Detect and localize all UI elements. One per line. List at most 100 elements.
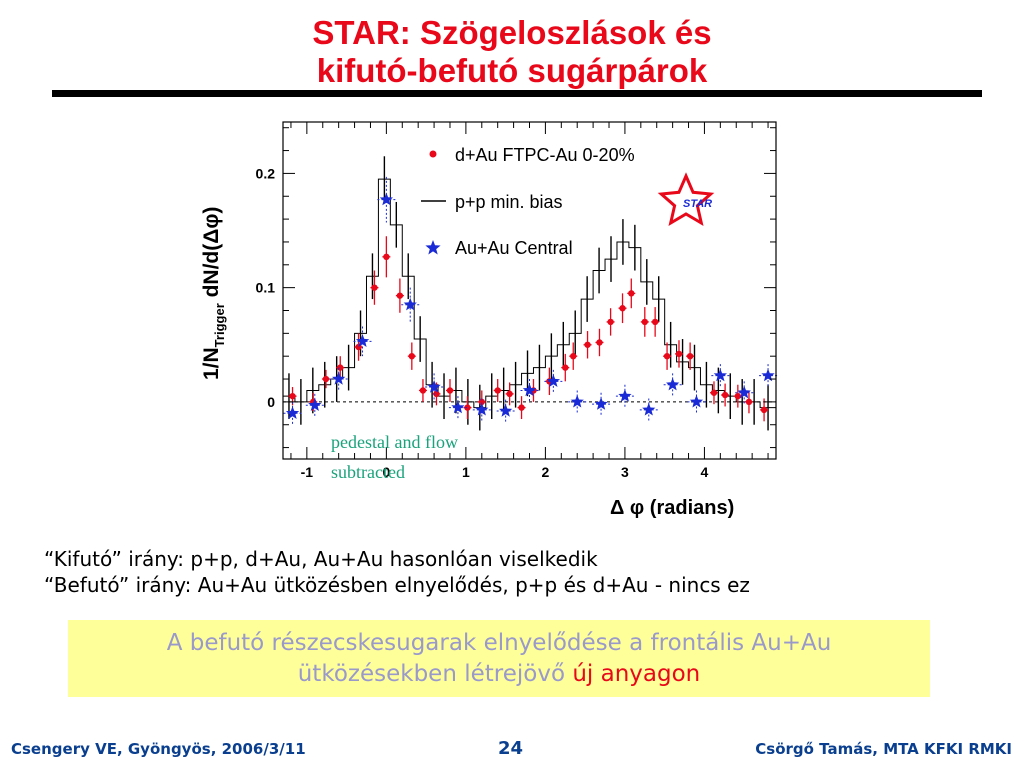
dau-point bbox=[745, 398, 753, 406]
auau-point bbox=[499, 404, 513, 417]
legend-label: p+p min. bias bbox=[455, 192, 563, 212]
auau-point bbox=[379, 192, 393, 206]
dau-point bbox=[464, 404, 471, 411]
title-divider bbox=[52, 90, 982, 97]
auau-point bbox=[427, 380, 441, 393]
dau-point bbox=[607, 318, 614, 326]
auau-point bbox=[403, 297, 417, 311]
dau-point bbox=[570, 352, 577, 360]
annotation-line-2: subtracted bbox=[331, 462, 405, 482]
dau-point bbox=[371, 284, 378, 291]
dau-point bbox=[396, 292, 404, 299]
dau-point bbox=[584, 341, 591, 348]
auau-point bbox=[332, 372, 346, 385]
bullet-item: “Befutó” irány: Au+Au ütközésben elnyelő… bbox=[44, 573, 750, 597]
auau-point bbox=[737, 385, 751, 399]
dau-point bbox=[562, 364, 569, 371]
y-axis-label-rest: dN/d(Δφ) bbox=[200, 207, 223, 304]
y-axis-label-main: 1/N bbox=[200, 347, 223, 380]
dau-point bbox=[506, 390, 513, 398]
x-tick-label: 1 bbox=[462, 464, 470, 480]
frame-layer bbox=[282, 121, 777, 460]
dau-point bbox=[760, 406, 768, 414]
ticks-layer bbox=[283, 122, 776, 459]
dau-point bbox=[518, 404, 525, 411]
slide-title: STAR: Szögeloszlások és kifutó-befutó su… bbox=[0, 14, 1024, 90]
x-tick-label: 4 bbox=[701, 464, 709, 480]
y-tick-label: 0.2 bbox=[256, 165, 276, 181]
highlight-box: A befutó részecskesugarak elnyelődése a … bbox=[68, 620, 930, 697]
title-line-2: kifutó-befutó sugárpárok bbox=[316, 52, 708, 89]
bullet-list: “Kifutó” irány: p+p, d+Au, Au+Au hasonló… bbox=[44, 546, 750, 598]
box-line-2: ütközésekben létrejövő új anyagon bbox=[68, 659, 930, 690]
plot-frame bbox=[282, 121, 777, 460]
x-tick-label: 0 bbox=[382, 464, 390, 480]
correlation-chart: 0 0.1 0.2 -1 0 1 2 3 4 Δ φ (radians) 1/N… bbox=[200, 121, 778, 519]
auau-point bbox=[522, 383, 537, 397]
dau-point bbox=[651, 318, 659, 326]
auau-point bbox=[689, 394, 704, 408]
auau-point bbox=[570, 394, 584, 408]
page-number: 24 bbox=[498, 738, 524, 759]
dau-point bbox=[641, 318, 648, 326]
legend-marker-dot bbox=[429, 150, 437, 158]
dau-point bbox=[710, 389, 718, 396]
auau-point bbox=[642, 402, 656, 416]
dau-point bbox=[408, 352, 416, 360]
dau-point bbox=[322, 375, 330, 383]
dau-point bbox=[596, 339, 603, 346]
y-axis-label-sub: Trigger bbox=[212, 303, 227, 347]
auau-point bbox=[475, 402, 489, 416]
x-tick-label: -1 bbox=[301, 464, 314, 480]
dau-point bbox=[289, 392, 296, 400]
star-logo bbox=[657, 172, 715, 227]
bullet-item: “Kifutó” irány: p+p, d+Au, Au+Au hasonló… bbox=[44, 547, 598, 571]
footer-right: Csörgő Tamás, MTA KFKI RMKI bbox=[755, 740, 1012, 758]
dau-point bbox=[663, 352, 671, 360]
legend: d+Au FTPC-Au 0-20% p+p min. bias Au+Au C… bbox=[421, 145, 635, 258]
auau-point bbox=[713, 368, 727, 382]
dau-point bbox=[619, 305, 626, 312]
dau-point bbox=[734, 392, 742, 400]
dau-point bbox=[383, 253, 390, 260]
y-axis-label: 1/NTrigger dN/d(Δφ) bbox=[200, 207, 227, 380]
box-line-2-text: ütközésekben létrejövő bbox=[297, 661, 573, 687]
auau-point bbox=[594, 397, 608, 410]
auau-point bbox=[451, 400, 465, 414]
footer-left: Csengery VE, Gyöngyös, 2006/3/11 bbox=[11, 740, 306, 758]
annotation-line-1: pedestal and flow bbox=[331, 432, 458, 452]
dau-point bbox=[419, 387, 427, 394]
dau-point bbox=[494, 387, 501, 394]
auau-point bbox=[761, 368, 775, 382]
star-logo-text: STAR bbox=[683, 198, 712, 210]
legend-label: d+Au FTPC-Au 0-20% bbox=[455, 145, 635, 165]
dau-point bbox=[478, 398, 485, 406]
box-highlight-anyagon: anyagon bbox=[593, 661, 701, 687]
box-line-1: A befutó részecskesugarak elnyelődése a … bbox=[166, 630, 832, 656]
y-tick-label: 0.1 bbox=[256, 280, 276, 296]
legend-star-shape bbox=[425, 240, 441, 255]
auau-point bbox=[666, 377, 680, 391]
x-tick-label: 3 bbox=[621, 464, 629, 480]
series-layer bbox=[283, 176, 778, 425]
legend-marker-star bbox=[425, 240, 441, 255]
title-line-1: STAR: Szögeloszlások és bbox=[312, 14, 712, 51]
auau-point bbox=[355, 334, 370, 347]
x-tick-label: 2 bbox=[542, 464, 550, 480]
pp-histogram-line bbox=[283, 178, 776, 409]
dau-point bbox=[686, 352, 694, 360]
dau-point bbox=[721, 391, 729, 399]
auau-point bbox=[546, 374, 560, 387]
auau-point bbox=[285, 406, 300, 419]
auau-point bbox=[618, 389, 632, 402]
dau-point bbox=[337, 364, 344, 371]
dau-point bbox=[675, 350, 683, 358]
box-highlight-uj: új bbox=[572, 661, 594, 687]
star-logo-shape bbox=[657, 172, 715, 227]
dau-point bbox=[446, 387, 454, 394]
y-tick-label: 0 bbox=[267, 394, 275, 410]
auau-point bbox=[308, 398, 322, 411]
legend-label: Au+Au Central bbox=[455, 238, 573, 258]
dau-point bbox=[628, 290, 635, 297]
x-axis-label: Δ φ (radians) bbox=[610, 497, 734, 519]
